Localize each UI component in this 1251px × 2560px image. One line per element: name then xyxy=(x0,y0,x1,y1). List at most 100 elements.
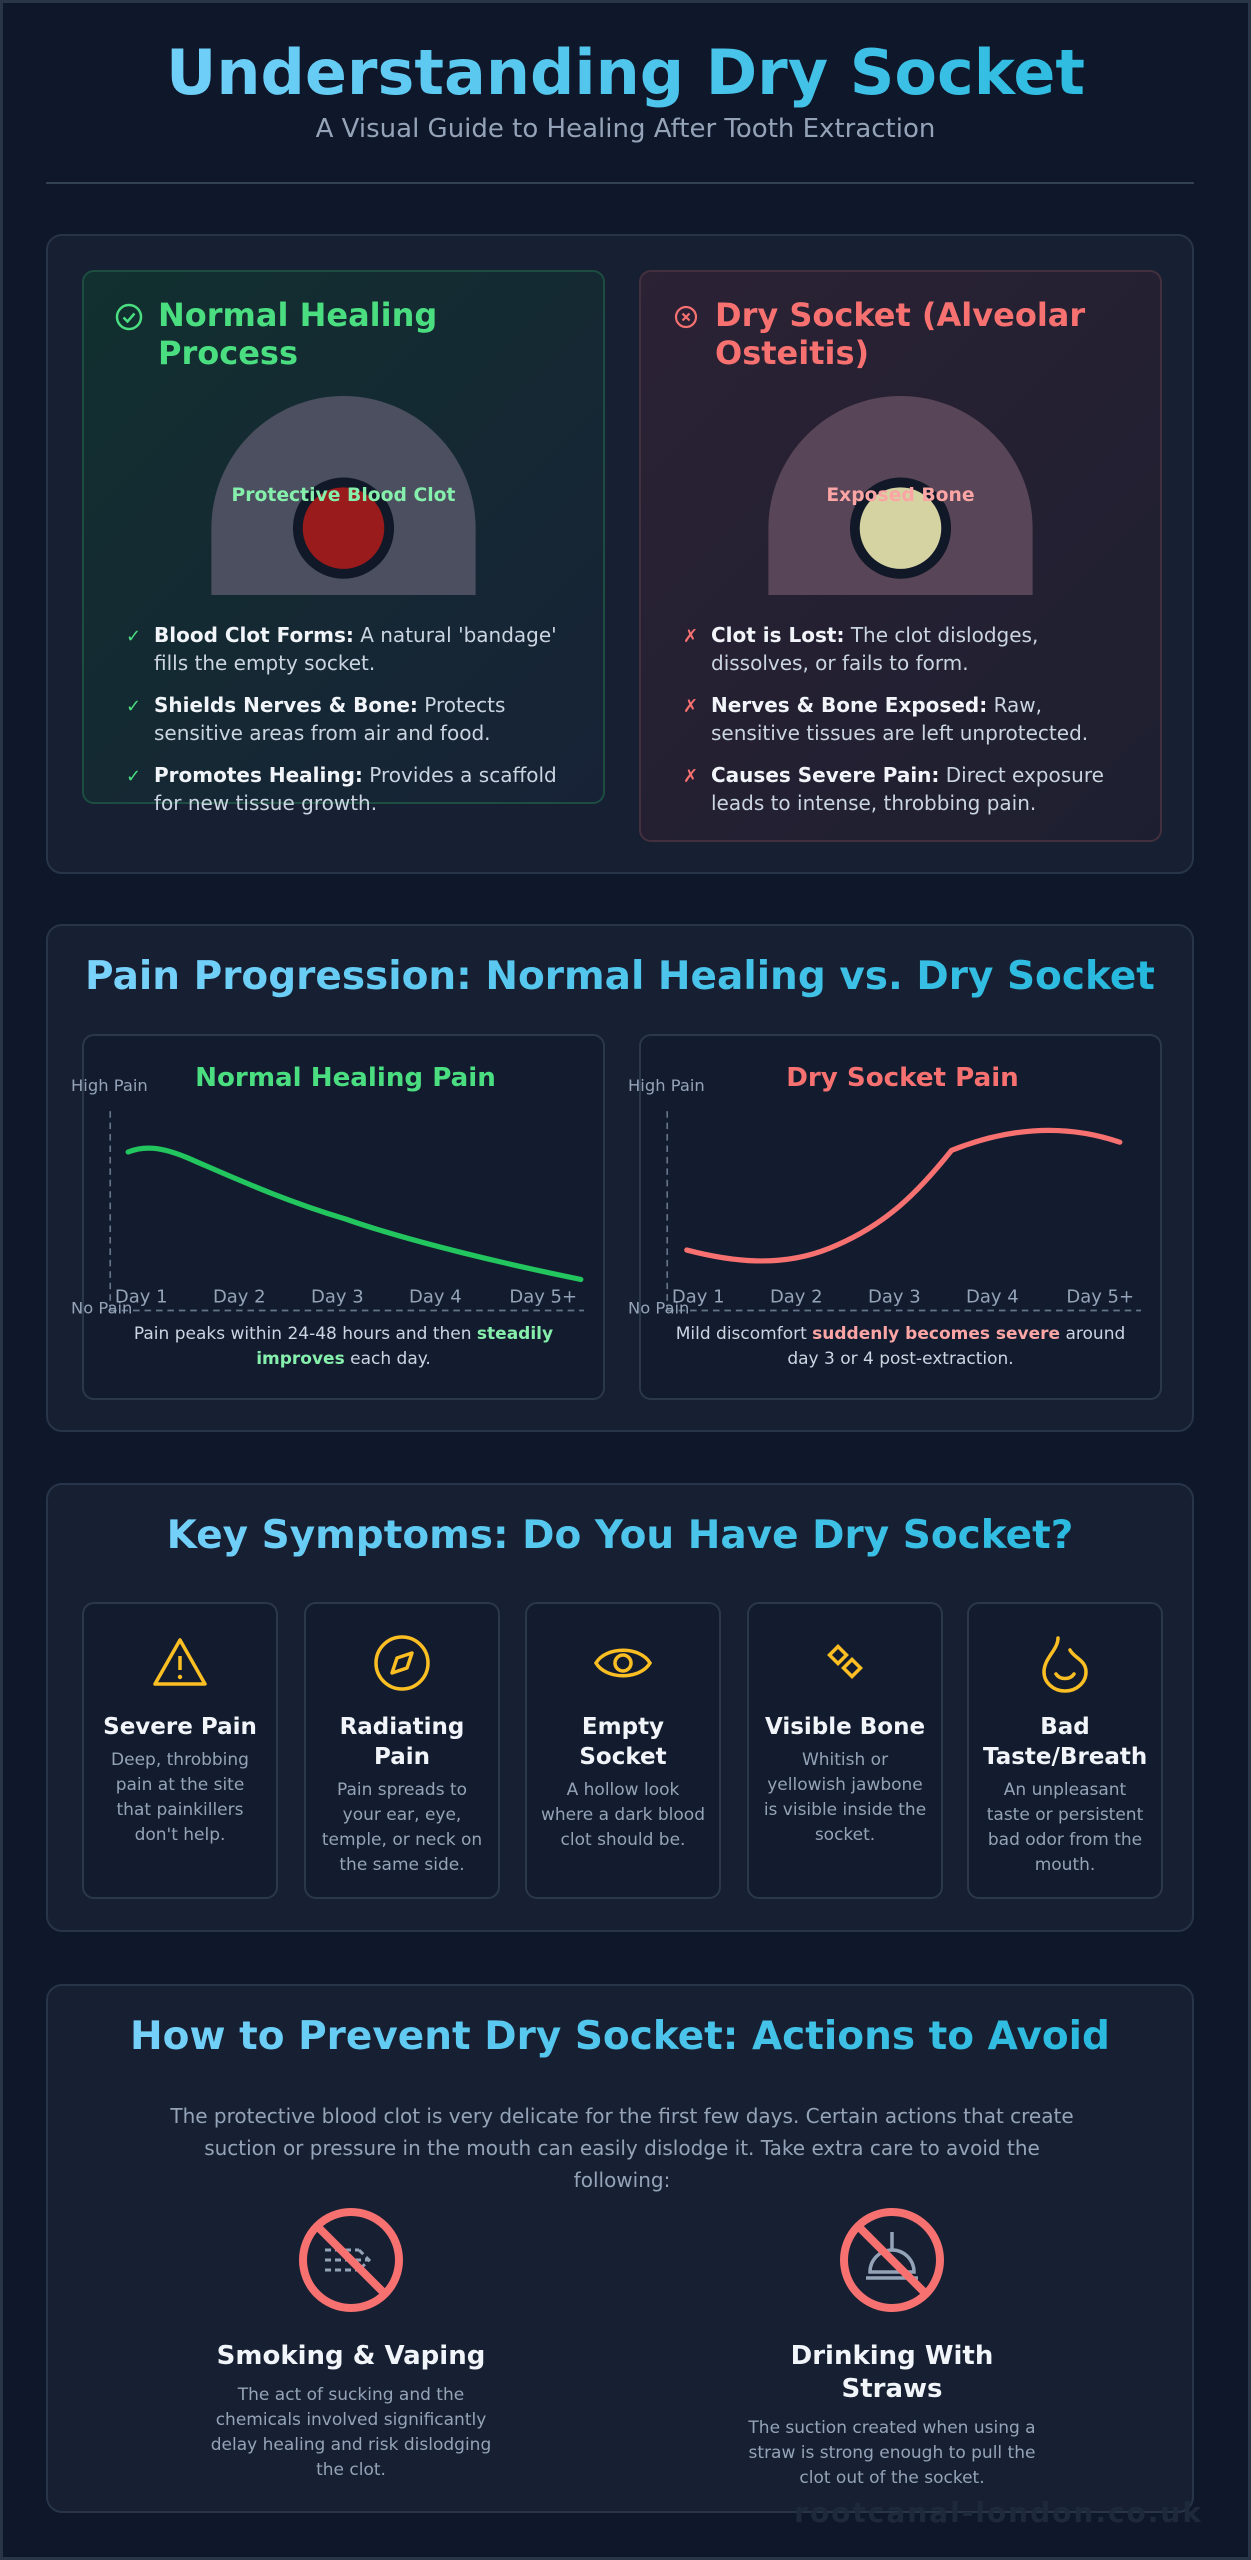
symptom-card: Radiating Pain Pain spreads to your ear, … xyxy=(304,1602,500,1899)
item-label: Promotes Healing: xyxy=(154,763,363,787)
divider xyxy=(46,182,1194,184)
day-label: Day 4 xyxy=(409,1286,462,1307)
day-label: Day 1 xyxy=(115,1286,168,1307)
item-label: Blood Clot Forms: xyxy=(154,623,354,647)
footer-watermark: rootcanal-london.co.uk xyxy=(794,2496,1203,2529)
dry-card: Dry Socket (Alveolar Osteitis) Exposed B… xyxy=(639,270,1162,842)
symptom-icon xyxy=(593,1648,653,1678)
normal-card: Normal Healing Process Protective Blood … xyxy=(82,270,605,815)
normal-list: Blood Clot Forms: A natural 'bandage' fi… xyxy=(84,621,603,817)
day-label: Day 2 xyxy=(213,1286,266,1307)
no-smoking-icon xyxy=(299,2208,403,2312)
caption-highlight: suddenly becomes severe xyxy=(812,1324,1061,1344)
symptom-text: An unpleasant taste or persistent bad od… xyxy=(986,1780,1144,1875)
item-label: Shields Nerves & Bone: xyxy=(154,693,418,717)
check-icon xyxy=(115,303,143,331)
prevention-text: The act of sucking and the chemicals inv… xyxy=(210,2385,492,2480)
x-icon xyxy=(674,305,698,329)
item-label: Nerves & Bone Exposed: xyxy=(711,693,988,717)
day-label: Day 3 xyxy=(311,1286,364,1307)
card-title: Dry Socket (Alveolar Osteitis) xyxy=(715,296,1086,372)
card-title-row: Dry Socket (Alveolar Osteitis) xyxy=(641,272,1160,372)
diagram-label: Protective Blood Clot xyxy=(232,485,456,506)
prevention-section: How to Prevent Dry Socket: Actions to Av… xyxy=(46,1984,1194,2513)
item-text: Provides a scaffold for new tissue growt… xyxy=(154,763,557,815)
tooth-diagram: Exposed Bone xyxy=(768,396,1033,595)
page-subtitle: A Visual Guide to Healing After Tooth Ex… xyxy=(315,114,936,144)
item-text: Direct exposure leads to intense, throbb… xyxy=(711,763,1104,815)
day-label: Day 5+ xyxy=(509,1286,577,1307)
prevention-item: Drinking With Straws The suction created… xyxy=(742,2206,1042,2491)
symptoms-section: Key Symptoms: Do You Have Dry Socket? Se… xyxy=(46,1483,1194,1932)
symptom-text: A hollow look where a dark blood clot sh… xyxy=(541,1780,705,1850)
no-straw-icon xyxy=(840,2208,944,2312)
day-label: Day 1 xyxy=(672,1286,725,1307)
day-label: Day 3 xyxy=(868,1286,921,1307)
prevention-title: Smoking & Vaping xyxy=(216,2341,486,2371)
prevention-item: Smoking & Vaping The act of sucking and … xyxy=(201,2206,501,2483)
card-title: Normal Healing Process xyxy=(158,296,438,372)
intro-text: The protective blood clot is very delica… xyxy=(170,2104,1074,2192)
y-top-label: High Pain xyxy=(71,1076,148,1095)
dry-list: Clot is Lost: The clot dislodges, dissol… xyxy=(641,621,1160,817)
list-item: Nerves & Bone Exposed: Raw, sensitive ti… xyxy=(683,691,1126,747)
symptom-text: Pain spreads to your ear, eye, temple, o… xyxy=(321,1780,483,1875)
pain-chart-card: Dry Socket Pain High Pain No Pain Day 1 Day … xyxy=(628,1034,1162,1400)
chart-caption: Mild discomfort suddenly becomes severe … xyxy=(661,1322,1140,1372)
item-text: The clot dislodges, dissolves, or fails … xyxy=(711,623,1039,675)
chart-caption: Pain peaks within 24-48 hours and then s… xyxy=(104,1322,583,1372)
y-bottom-label: No Pain xyxy=(628,1298,689,1317)
prevention-text: The suction created when using a straw i… xyxy=(748,2418,1036,2488)
prevention-title: Drinking With Straws xyxy=(790,2341,994,2404)
caption-text: Pain peaks within 24-48 hours and then xyxy=(133,1324,472,1344)
list-item: Promotes Healing: Provides a scaffold fo… xyxy=(126,761,569,817)
symptom-icon xyxy=(1042,1636,1088,1693)
section-title: How to Prevent Dry Socket: Actions to Av… xyxy=(48,2014,1192,2059)
symptom-icon xyxy=(374,1635,430,1691)
page-title: Understanding Dry Socket xyxy=(0,36,1251,109)
caption-highlight: steadily improves xyxy=(256,1324,554,1369)
card-title-row: Normal Healing Process xyxy=(84,272,603,372)
item-text: Raw, sensitive tissues are left unprotec… xyxy=(711,693,1089,745)
chart-title: Dry Socket Pain xyxy=(786,1063,1019,1093)
list-item: Blood Clot Forms: A natural 'bandage' fi… xyxy=(126,621,569,677)
symptom-card: Empty Socket A hollow look where a dark b… xyxy=(525,1602,721,1899)
symptom-icon xyxy=(153,1638,207,1686)
symptom-text: Deep, throbbing pain at the site that pa… xyxy=(111,1750,249,1845)
symptom-card: Bad Taste/Breath An unpleasant taste or p… xyxy=(967,1602,1163,1899)
section-title: Pain Progression: Normal Healing vs. Dry… xyxy=(48,954,1192,999)
symptom-title: Visible Bone xyxy=(764,1714,926,1740)
symptom-title: Bad Taste/Breath xyxy=(983,1714,1148,1770)
diagram-label: Exposed Bone xyxy=(826,485,974,506)
list-item: Causes Severe Pain: Direct exposure lead… xyxy=(683,761,1126,817)
caption-text: around day 3 or 4 post-extraction. xyxy=(787,1324,1126,1369)
symptom-card: Severe Pain Deep, throbbing pain at the s… xyxy=(82,1602,278,1899)
item-label: Clot is Lost: xyxy=(711,623,845,647)
day-label: Day 5+ xyxy=(1066,1286,1134,1307)
section-title: Key Symptoms: Do You Have Dry Socket? xyxy=(48,1513,1192,1558)
y-top-label: High Pain xyxy=(628,1076,705,1095)
symptom-title: Severe Pain xyxy=(103,1714,257,1740)
chart-title: Normal Healing Pain xyxy=(195,1063,496,1093)
pain-curve xyxy=(125,1145,584,1283)
y-bottom-label: No Pain xyxy=(71,1298,132,1317)
item-label: Causes Severe Pain: xyxy=(711,763,940,787)
caption-text: Mild discomfort xyxy=(675,1324,807,1344)
day-label: Day 4 xyxy=(966,1286,1019,1307)
day-label: Day 2 xyxy=(770,1286,823,1307)
symptom-icon xyxy=(827,1644,863,1679)
pain-curve xyxy=(684,1127,1123,1264)
item-text: Protects sensitive areas from air and fo… xyxy=(154,693,506,745)
symptom-title: Radiating Pain xyxy=(339,1714,465,1770)
symptom-card: Visible Bone Whitish or yellowish jawbone… xyxy=(747,1602,943,1899)
caption-text: each day. xyxy=(350,1349,431,1369)
comparison-section: Normal Healing Process Protective Blood … xyxy=(46,234,1194,874)
tooth-diagram: Protective Blood Clot xyxy=(211,396,476,595)
item-text: A natural 'bandage' fills the empty sock… xyxy=(154,623,557,675)
pain-chart-card: Normal Healing Pain High Pain No Pain Day 1… xyxy=(71,1034,605,1400)
symptom-text: Whitish or yellowish jawbone is visible … xyxy=(763,1750,927,1845)
